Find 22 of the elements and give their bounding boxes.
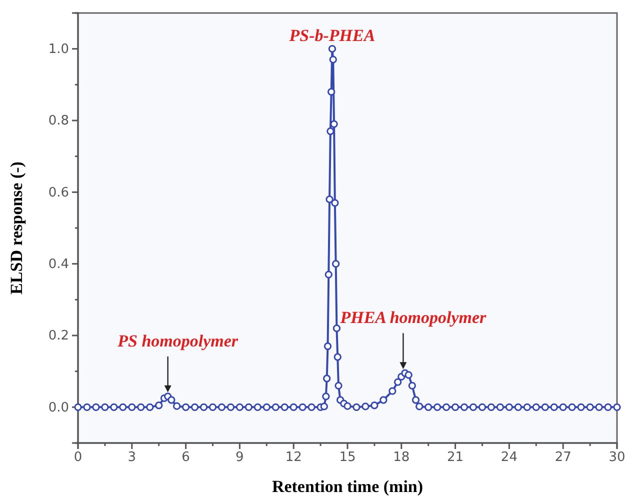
- annotation: PS-b-PHEA: [288, 26, 376, 45]
- x-axis-title: Retention time (min): [272, 477, 424, 496]
- annotation: PHEA homopolymer: [339, 308, 487, 328]
- x-tick-label: 12: [285, 450, 302, 466]
- x-tick-label: 21: [447, 450, 464, 466]
- x-tick-label: 24: [500, 450, 518, 466]
- x-tick-label: 9: [236, 450, 244, 466]
- y-tick-label: 0.4: [48, 256, 69, 272]
- x-tick-label: 0: [74, 450, 82, 466]
- x-tick-label: 6: [182, 450, 190, 466]
- y-axis-title: ELSD response (-): [7, 162, 26, 294]
- y-tick-label: 0.8: [48, 114, 69, 129]
- y-tick-label: 0.0: [48, 400, 69, 416]
- x-tick-label: 18: [393, 450, 410, 466]
- x-tick-label: 3: [128, 450, 136, 466]
- x-tick-label: 30: [608, 450, 626, 466]
- y-tick-label: 1.0: [48, 42, 69, 57]
- annotation: PS homopolymer: [116, 331, 238, 350]
- x-tick-label: 15: [339, 450, 356, 466]
- x-tick-label: 27: [554, 450, 572, 466]
- y-tick-label: 0.6: [48, 185, 69, 200]
- y-tick-label: 0.2: [48, 328, 69, 344]
